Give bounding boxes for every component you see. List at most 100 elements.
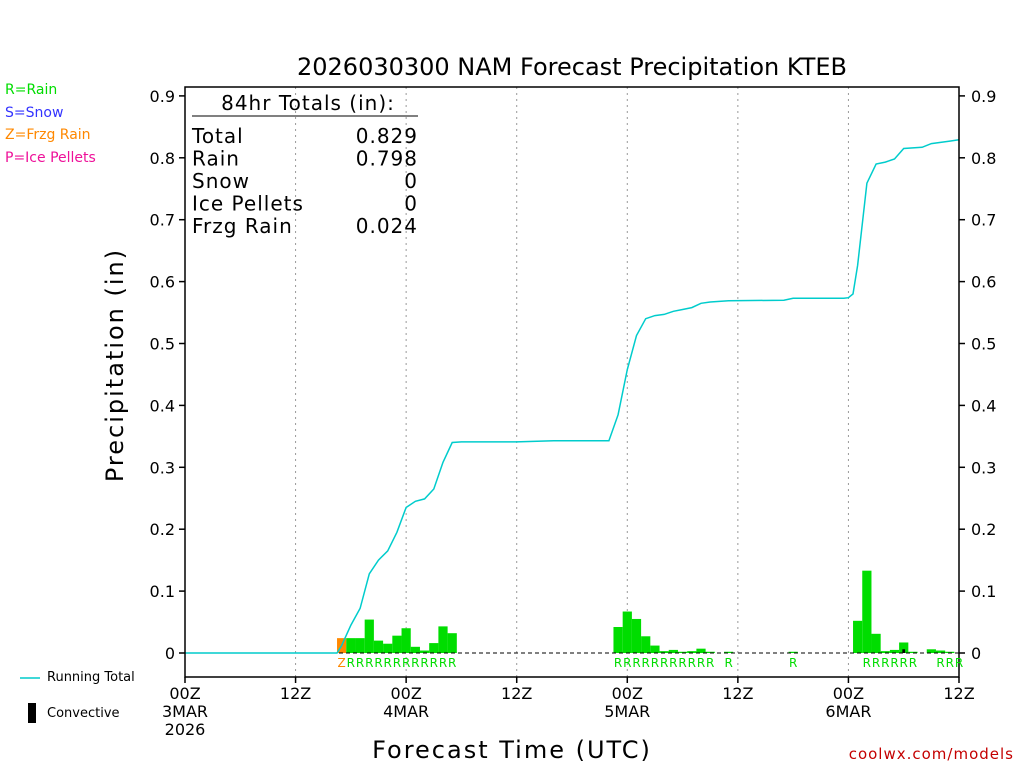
totals-row-value: 0.024: [356, 214, 418, 238]
legend-running-total-label: Running Total: [47, 670, 135, 685]
precip-bar: [659, 651, 669, 653]
precip-bar: [853, 620, 863, 653]
ptype-label: R: [706, 656, 714, 670]
y-tick-label-right: 0.1: [971, 582, 996, 601]
precip-bar: [447, 633, 457, 653]
y-tick-label-left: 0.9: [150, 87, 175, 106]
precip-bar: [935, 650, 946, 653]
ptype-label: R: [651, 656, 659, 670]
y-tick-label-left: 0.8: [150, 149, 175, 168]
precip-bar: [373, 640, 384, 653]
x-tick-label: 3MAR: [162, 702, 208, 721]
y-tick-label-right: 0.4: [971, 396, 996, 415]
precip-bar: [945, 651, 955, 653]
ptype-label: R: [936, 656, 944, 670]
convective-legend-swatch: [28, 703, 36, 723]
y-tick-label-right: 0.6: [971, 273, 996, 292]
totals-box: 84hr Totals (in): Total 0.829 Rain 0.798 Snow…: [191, 91, 418, 238]
ptype-label: R: [900, 656, 908, 670]
precip-bar: [650, 645, 660, 653]
ptype-label: R: [688, 656, 696, 670]
totals-row-label: Snow: [192, 169, 250, 193]
ptype-label: R: [384, 656, 392, 670]
ptype-label: R: [402, 656, 410, 670]
precip-bar: [880, 651, 890, 653]
ptype-label: R: [365, 656, 373, 670]
totals-row-value: 0: [404, 192, 418, 216]
ptype-label: R: [393, 656, 401, 670]
ptype-label: R: [946, 656, 954, 670]
totals-row-label: Frzg Rain: [192, 214, 293, 238]
legend-rain: R=Rain: [5, 82, 58, 98]
totals-row-value: 0.798: [356, 147, 418, 171]
y-tick-label-left: 0.2: [150, 520, 175, 539]
x-tick-label: 00Z: [169, 684, 200, 703]
totals-row-value: 0.829: [356, 124, 418, 148]
legend-frzg-rain: Z=Frzg Rain: [5, 127, 91, 143]
ptype-label: R: [632, 656, 640, 670]
x-tick-label: 12Z: [280, 684, 311, 703]
precip-bar: [613, 627, 623, 653]
ptype-label: R: [660, 656, 668, 670]
ptype-label: R: [678, 656, 686, 670]
precip-bar: [899, 642, 909, 653]
precip-bar: [641, 636, 651, 653]
ptype-label: R: [669, 656, 677, 670]
precip-bar: [696, 648, 706, 653]
ptype-label: Z: [338, 656, 346, 670]
precip-bar: [622, 611, 632, 653]
y-tick-label-left: 0.7: [150, 211, 175, 230]
ptype-label: R: [439, 656, 447, 670]
precip-bar: [429, 643, 439, 653]
ptype-label: R: [724, 656, 732, 670]
x-tick-label: 2026: [165, 720, 206, 739]
precip-bar: [410, 646, 420, 653]
precip-bar: [668, 649, 678, 653]
ptype-label: R: [614, 656, 622, 670]
y-tick-label-right: 0.3: [971, 458, 996, 477]
y-tick-label-right: 0.8: [971, 149, 996, 168]
plot-frame: [184, 86, 960, 678]
ptype-label: R: [697, 656, 705, 670]
precip-bar: [677, 651, 688, 653]
y-tick-label-right: 0.5: [971, 335, 996, 354]
precip-bar: [908, 651, 918, 653]
ptype-label: R: [356, 656, 364, 670]
ptype-label: R: [347, 656, 355, 670]
precip-bar: [364, 619, 374, 653]
x-tick-label: 00Z: [390, 684, 421, 703]
y-tick-label-left: 0.1: [150, 582, 175, 601]
precip-bar: [788, 651, 798, 653]
x-axis-label: Forecast Time (UTC): [372, 736, 652, 764]
y-tick-label-right: 0.7: [971, 211, 996, 230]
ptype-label: R: [623, 656, 631, 670]
y-tick-label-left: 0: [165, 644, 175, 663]
ptype-label: R: [374, 656, 382, 670]
precip-bar: [401, 628, 411, 653]
precip-bar: [438, 626, 448, 653]
precip-bar: [724, 651, 734, 653]
totals-row-value: 0: [404, 169, 418, 193]
legend-ice-pellets: P=Ice Pellets: [5, 150, 96, 166]
x-tick-label: 5MAR: [604, 702, 650, 721]
ptype-label: R: [890, 656, 898, 670]
precip-bar: [419, 650, 430, 653]
precip-bar: [383, 643, 393, 653]
ptype-label: R: [881, 656, 889, 670]
y-tick-label-left: 0.5: [150, 335, 175, 354]
totals-row-label: Total: [191, 124, 244, 148]
legend-snow: S=Snow: [5, 105, 64, 121]
totals-heading: 84hr Totals (in):: [221, 91, 395, 115]
ptype-label: R: [411, 656, 419, 670]
y-tick-label-left: 0.6: [150, 273, 175, 292]
precip-bar: [862, 570, 872, 653]
ptype-label: R: [909, 656, 917, 670]
x-tick-label: 12Z: [501, 684, 532, 703]
x-tick-label: 00Z: [833, 684, 864, 703]
y-tick-label-left: 0.3: [150, 458, 175, 477]
precip-bar: [889, 649, 900, 653]
ptype-label: R: [955, 656, 963, 670]
